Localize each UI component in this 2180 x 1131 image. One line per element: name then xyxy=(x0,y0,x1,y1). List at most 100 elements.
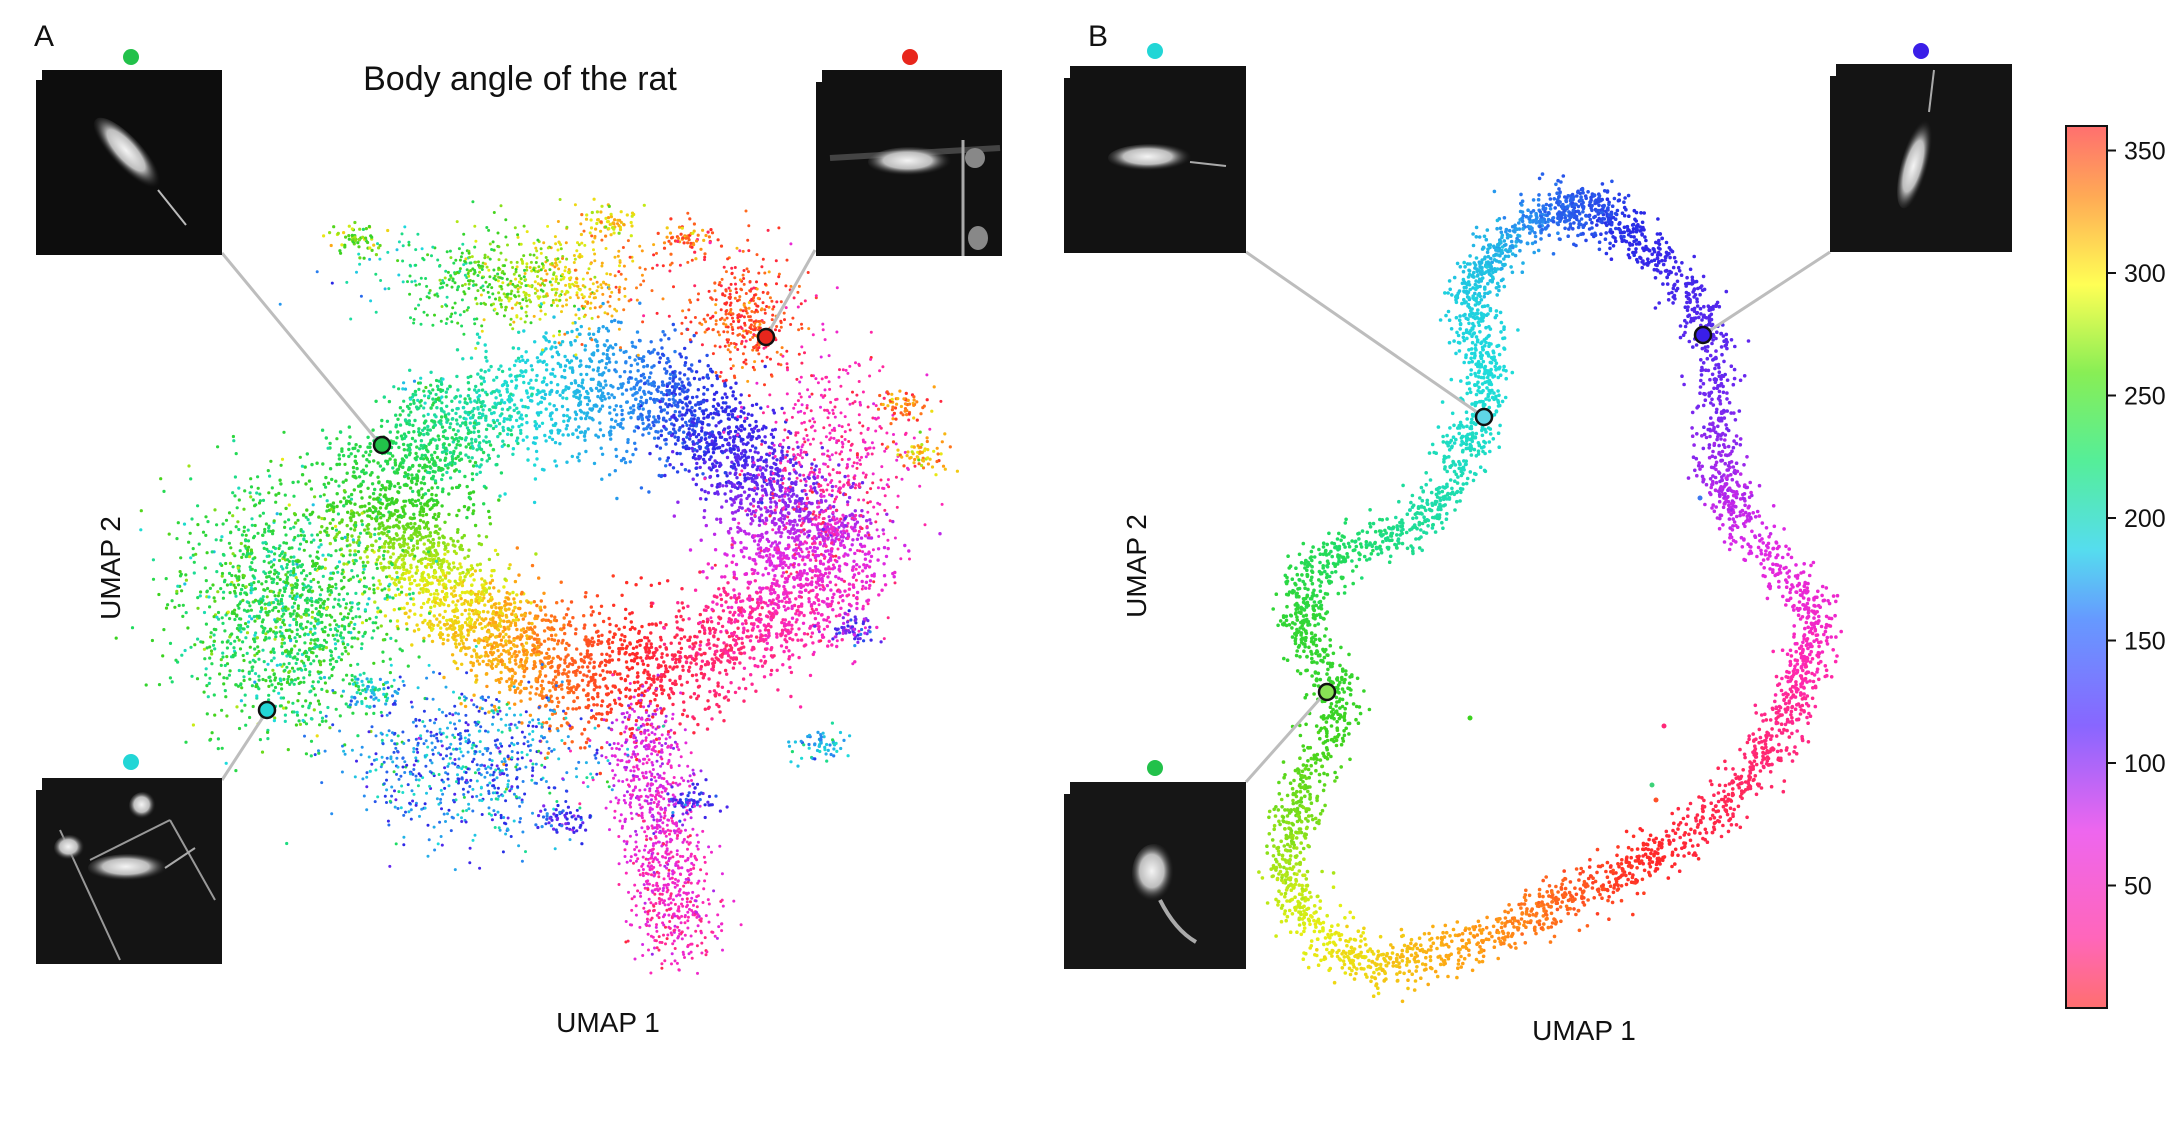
scatter-point xyxy=(847,582,852,586)
scatter-point xyxy=(458,458,462,462)
scatter-point xyxy=(546,751,550,755)
scatter-point xyxy=(803,588,808,593)
scatter-point xyxy=(454,436,459,441)
scatter-point xyxy=(726,417,731,421)
scatter-point xyxy=(625,449,629,454)
scatter-point xyxy=(761,555,765,559)
scatter-point xyxy=(450,457,455,461)
scatter-point xyxy=(402,538,406,542)
scatter-point xyxy=(577,452,581,456)
scatter-point xyxy=(487,557,492,562)
scatter-point xyxy=(500,407,505,411)
scatter-point xyxy=(580,381,584,385)
scatter-point xyxy=(544,618,548,622)
scatter-point xyxy=(501,439,505,443)
scatter-point xyxy=(686,377,690,381)
scatter-point xyxy=(433,570,438,574)
scatter-point xyxy=(795,609,799,613)
scatter-point xyxy=(780,449,784,453)
scatter-point xyxy=(487,630,491,634)
scatter-point xyxy=(748,448,753,453)
scatter-point xyxy=(413,578,417,583)
scatter-point xyxy=(394,583,398,587)
scatter-point xyxy=(415,568,420,573)
scatter-point xyxy=(515,593,519,597)
scatter-point xyxy=(763,628,768,632)
scatter-point xyxy=(471,413,475,417)
scatter-point xyxy=(744,686,748,691)
scatter-point xyxy=(392,512,396,516)
scatter-point xyxy=(853,509,857,513)
scatter-point xyxy=(447,571,451,575)
scatter-point xyxy=(494,403,498,407)
scatter-point xyxy=(686,604,690,608)
scatter-point xyxy=(490,633,495,637)
scatter-point xyxy=(742,419,747,423)
scatter-point xyxy=(634,397,638,401)
scatter-point xyxy=(597,360,602,364)
scatter-point xyxy=(447,492,451,496)
scatter-point xyxy=(355,466,359,471)
scatter-point xyxy=(463,397,467,401)
scatter-point xyxy=(846,532,850,536)
scatter-point xyxy=(608,703,612,707)
scatter-point xyxy=(476,429,481,434)
scatter-point xyxy=(673,679,677,683)
scatter-point xyxy=(731,390,735,394)
scatter-point xyxy=(633,345,638,349)
scatter-point xyxy=(456,599,460,603)
scatter-point xyxy=(641,407,645,411)
scatter-point xyxy=(394,499,398,504)
scatter-point xyxy=(473,638,477,643)
scatter-point xyxy=(436,562,440,566)
scatter-point xyxy=(903,543,907,548)
scatter-point xyxy=(598,771,602,776)
scatter-point xyxy=(647,423,651,427)
scatter-point xyxy=(764,586,768,590)
scatter-point xyxy=(608,670,612,674)
scatter-point xyxy=(475,655,479,659)
scatter-point xyxy=(799,638,804,642)
scatter-point xyxy=(618,374,622,379)
scatter-point xyxy=(756,505,761,509)
scatter-point xyxy=(443,429,447,433)
scatter-point xyxy=(320,428,325,432)
scatter-point xyxy=(453,585,457,590)
scatter-point xyxy=(532,600,536,604)
scatter-point xyxy=(780,620,784,625)
scatter-point xyxy=(509,433,514,437)
scatter-point xyxy=(479,654,483,658)
scatter-point xyxy=(685,389,689,394)
scatter-point xyxy=(595,703,599,707)
scatter-point xyxy=(383,494,387,498)
scatter-point xyxy=(487,586,492,590)
scatter-point xyxy=(749,673,753,677)
scatter-point xyxy=(703,460,707,464)
scatter-point xyxy=(519,428,523,433)
scatter-point xyxy=(656,436,661,440)
scatter-point xyxy=(760,475,764,479)
scatter-point xyxy=(508,406,512,410)
scatter-point xyxy=(513,658,517,663)
scatter-point xyxy=(622,350,626,354)
scatter-point xyxy=(755,600,760,605)
scatter-point xyxy=(629,406,633,410)
scatter-point xyxy=(717,693,722,697)
scatter-point xyxy=(385,498,389,502)
scatter-point xyxy=(637,356,641,361)
scatter-point xyxy=(421,513,425,518)
scatter-point xyxy=(847,587,852,591)
scatter-point xyxy=(458,415,462,419)
scatter-point xyxy=(551,656,555,660)
scatter-point xyxy=(778,484,783,488)
scatter-point xyxy=(432,553,436,558)
scatter-point xyxy=(681,445,686,449)
scatter-point xyxy=(525,666,529,671)
scatter-point xyxy=(503,577,507,581)
scatter-point xyxy=(790,536,795,540)
scatter-point xyxy=(713,459,717,463)
scatter-point xyxy=(435,524,439,528)
scatter-point xyxy=(677,609,681,613)
scatter-point xyxy=(601,677,606,681)
scatter-point xyxy=(624,388,629,392)
